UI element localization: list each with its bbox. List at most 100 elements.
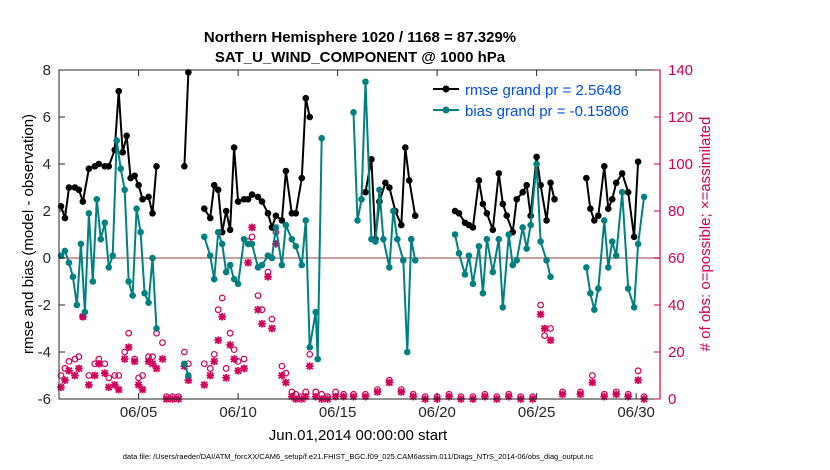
obs-possible-marker — [226, 329, 234, 337]
bias-point — [121, 186, 128, 194]
bias-point — [390, 207, 397, 215]
obs-assimilated-marker — [222, 374, 230, 382]
obs-assimilated-marker — [158, 355, 167, 363]
rmse-point — [499, 200, 507, 208]
obs-possible-marker — [214, 306, 222, 314]
rmse-point — [483, 210, 491, 217]
x-axis-label: Jun.01,2014 00:00:00 start — [269, 427, 448, 444]
bias-point — [101, 219, 109, 227]
rmse-point — [272, 212, 280, 219]
bias-point — [527, 221, 534, 229]
rmse-point — [455, 210, 463, 217]
bias-point — [411, 257, 419, 264]
bias-point — [312, 308, 320, 316]
obs-assimilated-marker — [61, 376, 69, 384]
bias-point — [547, 273, 554, 281]
obs-assimilated-marker — [206, 371, 215, 380]
bias-point — [533, 160, 540, 168]
bias-point — [380, 235, 387, 243]
bias-point — [214, 228, 222, 236]
obs-possible-marker — [210, 350, 218, 358]
y-axis-ticks: -6 -4 -2 0 2 4 6 8 — [38, 62, 65, 408]
rmse-point — [362, 188, 369, 196]
rmse-point — [226, 226, 234, 234]
obs-assimilated-marker — [214, 336, 223, 345]
rmse-point — [543, 217, 550, 224]
rmse-point — [282, 167, 290, 175]
obs-assimilated-marker — [268, 324, 276, 333]
bias-point — [543, 257, 550, 264]
y-right-tick-label: 60 — [668, 250, 685, 267]
obs-assimilated-marker — [130, 357, 139, 366]
rmse-point — [185, 69, 192, 76]
rmse-point — [618, 170, 626, 177]
obs-possible-marker — [75, 353, 83, 361]
bias-point — [362, 78, 369, 86]
obs-possible-marker — [115, 372, 123, 379]
x-tick-label: 06/20 — [418, 404, 456, 421]
rmse-point — [149, 210, 156, 217]
obs-assimilated-marker — [248, 223, 256, 232]
bias-point — [85, 210, 93, 217]
obs-assimilated-marker — [85, 381, 93, 389]
obs-possible-marker — [254, 292, 262, 300]
y-tick-label: 2 — [43, 203, 51, 220]
rmse-point — [258, 198, 266, 205]
rmse-point — [234, 198, 242, 205]
obs-possible-marker — [57, 372, 65, 379]
rmse-point — [479, 200, 487, 208]
bias-point — [149, 254, 156, 262]
rmse-point — [95, 160, 103, 168]
bias-point — [407, 235, 415, 243]
rmse-point — [292, 210, 300, 217]
bias-point — [61, 247, 69, 255]
rmse-point — [244, 195, 252, 203]
rmse-point — [153, 163, 160, 170]
rmse-point — [513, 195, 521, 203]
bias-point — [298, 261, 306, 269]
y-right-tick-label: 100 — [668, 156, 693, 173]
x-tick-label: 06/05 — [120, 404, 158, 421]
bias-point — [133, 205, 140, 212]
rmse-point — [105, 163, 113, 170]
bias-point — [451, 231, 459, 238]
rmse-point — [85, 165, 93, 172]
bias-point — [537, 238, 544, 245]
bias-point — [105, 264, 113, 271]
bias-point — [65, 259, 73, 267]
y-tick-label: 0 — [43, 250, 51, 267]
rmse-point — [248, 191, 256, 198]
rmse-point — [608, 195, 616, 203]
obs-possible-marker — [180, 348, 188, 356]
legend-rmse-label: rmse grand pr = 2.5648 — [465, 82, 621, 99]
bias-point — [248, 240, 256, 248]
obs-assimilated-marker — [240, 364, 248, 373]
obs-assimilated-marker — [258, 320, 266, 328]
bias-point — [618, 188, 626, 196]
obs-possible-marker — [105, 374, 113, 382]
bias-point — [306, 344, 314, 351]
rmse-point — [368, 156, 375, 163]
obs-assimilated-marker — [230, 355, 238, 363]
obs-possible-marker — [222, 365, 230, 372]
rmse-point — [547, 179, 554, 187]
bias-point — [583, 264, 590, 271]
rmse-point — [264, 210, 272, 217]
obs-possible-marker — [149, 353, 156, 361]
obs-assimilated-marker — [588, 378, 597, 387]
rmse-point — [397, 221, 405, 229]
obs-assimilated-marker — [138, 385, 147, 394]
obs-possible-marker — [65, 358, 73, 365]
legend-bias-label: bias grand pr = -0.15806 — [465, 103, 629, 120]
rmse-point — [79, 198, 87, 205]
obs-assimilated-marker — [200, 381, 209, 389]
series-lines — [57, 69, 648, 379]
bias-point — [475, 242, 483, 250]
legend: rmse grand pr = 2.5648 bias grand pr = -… — [428, 79, 648, 121]
bias-point — [350, 109, 357, 116]
bias-point — [591, 306, 598, 314]
obs-count-markers — [57, 223, 648, 403]
obs-assimilated-marker — [305, 362, 314, 370]
y-right-axis-ticks: 0 20 40 60 80 100 120 140 — [654, 62, 693, 408]
obs-possible-marker — [278, 362, 286, 370]
